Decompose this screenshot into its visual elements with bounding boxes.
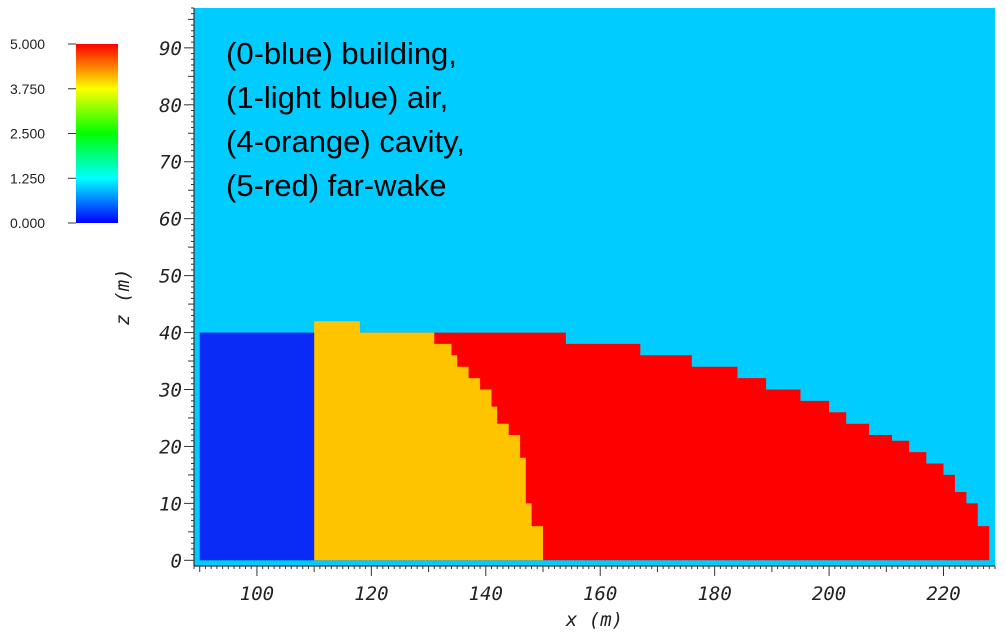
x-tick-label: 180 (697, 583, 731, 605)
x-tick-label: 100 (240, 583, 274, 605)
y-tick-label: 20 (159, 436, 182, 458)
y-tick-label: 40 (159, 323, 182, 345)
axes: 0 10 20 30 40 50 60 70 80 90 100 120 140 160 180 200 220… (112, 7, 996, 631)
y-tick-label: 80 (159, 95, 182, 117)
building-region (199, 332, 315, 561)
y-tick-label: 60 (159, 209, 182, 231)
colorbar-label: 3.750 (10, 81, 45, 97)
colorbar-label: 1.250 (10, 170, 45, 186)
colorbar-label: 0.000 (10, 215, 45, 231)
colorbar-label: 5.000 (10, 36, 45, 52)
y-tick-label: 90 (159, 38, 182, 60)
x-axis-title: x (m) (565, 609, 623, 631)
x-tick-label: 220 (926, 583, 960, 605)
annotation-line: (5-red) far-wake (226, 168, 447, 203)
x-tick-label: 160 (583, 583, 617, 605)
annotation-line: (0-blue) building, (226, 36, 457, 71)
y-tick-label: 10 (159, 493, 182, 515)
y-tick-label: 30 (158, 379, 182, 401)
colorbar-label: 2.500 (10, 126, 45, 142)
colorbar-gradient (76, 44, 118, 223)
x-tick-label: 140 (469, 583, 503, 605)
plot-area (194, 8, 995, 566)
y-tick-label: 0 (171, 550, 182, 572)
annotation-line: (1-light blue) air, (226, 80, 448, 115)
annotation: (0-blue) building, (1-light blue) air, (4-… (226, 36, 465, 203)
x-tick-label: 200 (812, 583, 846, 605)
annotation-line: (4-orange) cavity, (226, 124, 465, 159)
cavity-region (314, 321, 543, 561)
x-tick-label: 120 (354, 583, 388, 605)
colorbar: 5.000 3.750 2.500 1.250 0.000 (10, 36, 118, 231)
y-tick-label: 50 (159, 266, 182, 288)
y-tick-label: 70 (159, 152, 182, 174)
y-axis-title: z (m) (112, 268, 134, 325)
